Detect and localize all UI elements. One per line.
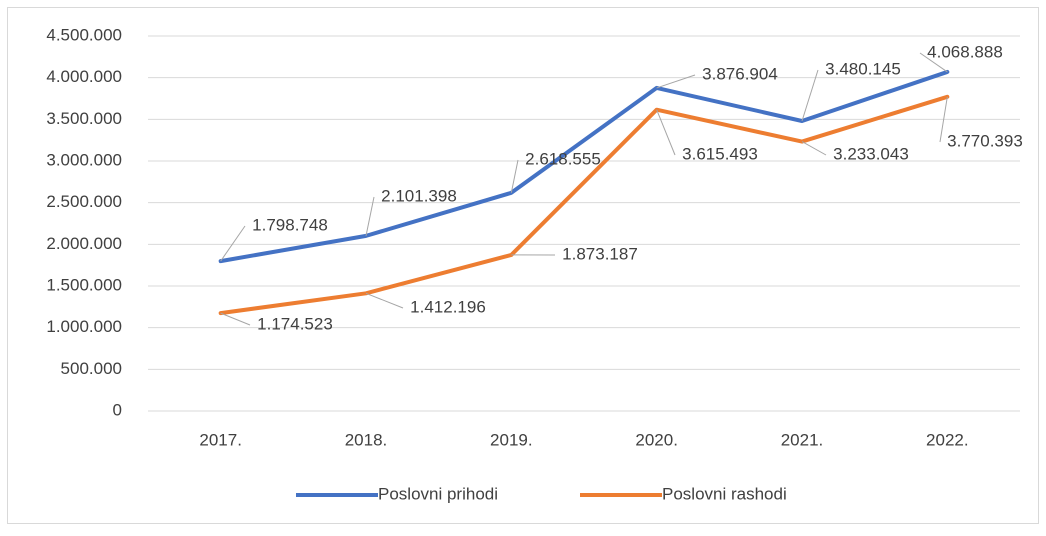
y-tick-label: 500.000 <box>61 359 122 378</box>
data-label: 1.873.187 <box>562 244 638 263</box>
legend-label: Poslovni prihodi <box>378 484 498 503</box>
y-tick-label: 2.500.000 <box>46 192 122 211</box>
y-tick-label: 4.000.000 <box>46 67 122 86</box>
y-tick-label: 1.000.000 <box>46 317 122 336</box>
data-label: 2.618.555 <box>525 149 601 168</box>
y-tick-label: 3.000.000 <box>46 150 122 169</box>
data-label: 3.876.904 <box>702 64 778 83</box>
x-tick-label: 2021. <box>781 430 824 449</box>
x-tick-label: 2022. <box>926 430 969 449</box>
x-tick-label: 2017. <box>199 430 242 449</box>
data-label: 4.068.888 <box>927 42 1003 61</box>
y-tick-label: 3.500.000 <box>46 109 122 128</box>
data-label: 3.615.493 <box>682 144 758 163</box>
data-label: 1.412.196 <box>410 297 486 316</box>
y-tick-label: 4.500.000 <box>46 25 122 44</box>
x-tick-label: 2018. <box>345 430 388 449</box>
data-label: 1.798.748 <box>252 215 328 234</box>
data-label: 3.480.145 <box>825 59 901 78</box>
data-label: 3.233.043 <box>833 144 909 163</box>
legend-label: Poslovni rashodi <box>662 484 787 503</box>
x-tick-label: 2019. <box>490 430 533 449</box>
data-label: 1.174.523 <box>257 314 333 333</box>
y-tick-label: 0 <box>113 400 122 419</box>
data-label: 3.770.393 <box>947 131 1023 150</box>
data-label: 2.101.398 <box>381 186 457 205</box>
x-tick-label: 2020. <box>635 430 678 449</box>
y-tick-label: 2.000.000 <box>46 234 122 253</box>
y-tick-label: 1.500.000 <box>46 275 122 294</box>
